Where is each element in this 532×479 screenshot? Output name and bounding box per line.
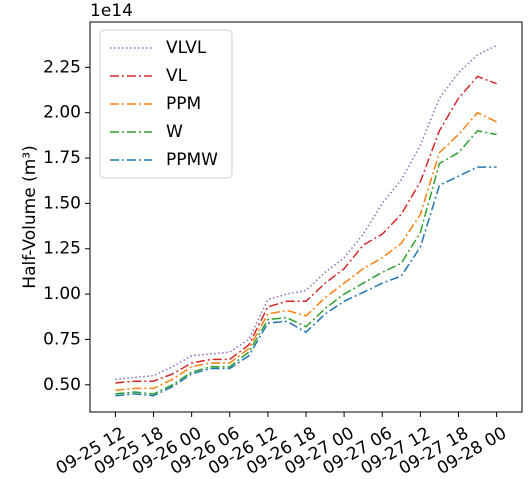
series-line <box>115 129 497 395</box>
y-tick-label: 0.50 <box>43 375 81 395</box>
legend-label: VL <box>166 66 188 86</box>
y-tick-label: 2.00 <box>43 103 81 123</box>
y-tick-label: 1.00 <box>43 284 81 304</box>
series-line <box>115 75 497 384</box>
legend-label: W <box>166 122 183 142</box>
y-tick-label: 1.75 <box>43 148 81 168</box>
y-axis-label: Half-Volume (m³) <box>20 145 40 288</box>
legend-label: VLVL <box>166 38 207 58</box>
y-tick-label: 2.25 <box>43 57 81 77</box>
series-line <box>115 111 497 391</box>
y-tick-label: 0.75 <box>43 329 81 349</box>
y-tick-label: 1.50 <box>43 193 81 213</box>
legend-label: PPMW <box>166 150 218 170</box>
legend-box <box>99 29 233 179</box>
y-offset-label: 1e14 <box>90 1 133 21</box>
legend-label: PPM <box>166 94 201 114</box>
series-line <box>115 166 497 397</box>
y-tick-label: 1.25 <box>43 239 81 259</box>
